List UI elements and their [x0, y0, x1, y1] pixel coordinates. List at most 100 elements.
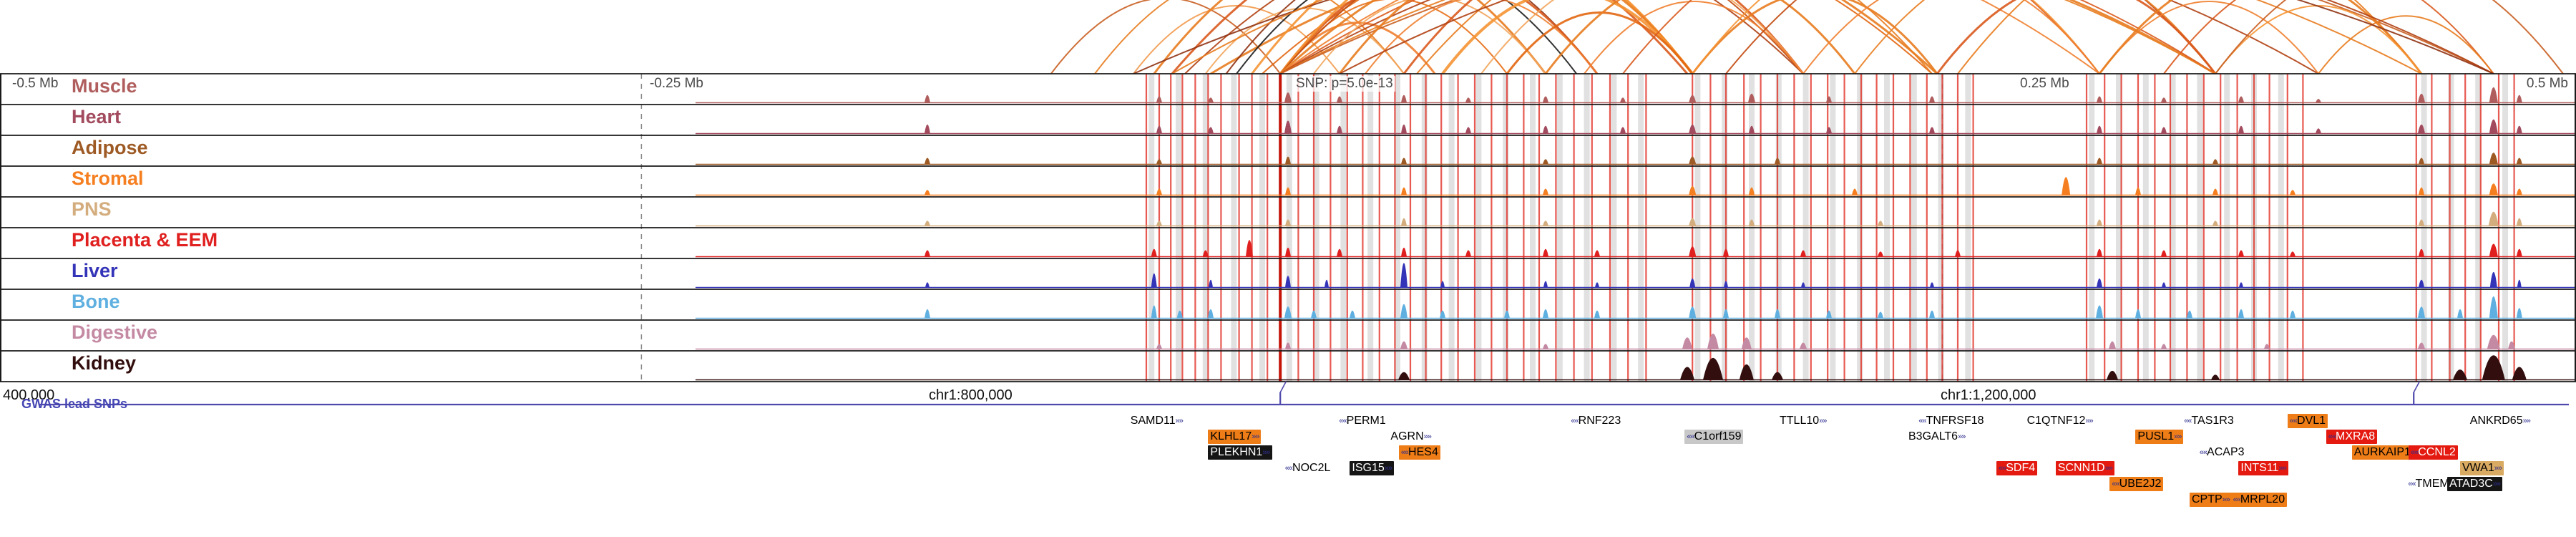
gene-name-text: PLEKHN1 — [1210, 446, 1263, 458]
gene-label-klhl17[interactable]: KLHL17»» — [1208, 430, 1262, 444]
interaction-arc — [2099, 1, 2319, 74]
gene-name-text: B3GALT6 — [1908, 430, 1958, 442]
gene-name-text: RNF223 — [1578, 415, 1621, 427]
strand-forward-arrows: »» — [2222, 495, 2230, 504]
track-label-kidney[interactable]: Kidney — [72, 352, 137, 374]
gwas-lead-snp-connector — [1279, 381, 1287, 393]
strand-reverse-arrows: «« — [2289, 417, 2298, 425]
interaction-arc — [1402, 0, 1805, 74]
interaction-arc — [1854, 0, 2216, 74]
gene-name-text: VWA1 — [2462, 462, 2494, 474]
interaction-arc — [1279, 0, 1694, 74]
strand-forward-arrows: »» — [2085, 417, 2093, 425]
gene-label-isg15[interactable]: ISG15»» — [1350, 461, 1394, 475]
gene-label-tnfrsf18[interactable]: ««TNFRSF18 — [1916, 414, 1986, 428]
strand-forward-arrows: »» — [2174, 432, 2182, 441]
track-label-adipose[interactable]: Adipose — [72, 137, 148, 158]
track-label-digestive[interactable]: Digestive — [72, 321, 158, 343]
strand-reverse-arrows: «« — [1339, 417, 1347, 425]
gene-label-ankrd65[interactable]: ANKRD65»» — [2468, 414, 2532, 428]
strand-forward-arrows: »» — [2492, 480, 2501, 488]
gene-label-rnf223[interactable]: ««RNF223 — [1568, 414, 1623, 428]
track-label-muscle[interactable]: Muscle — [72, 75, 137, 97]
strand-forward-arrows: »» — [1252, 432, 1259, 441]
gene-label-ube2j2[interactable]: ««UBE2J2 — [2109, 477, 2164, 491]
gene-label-vwa1[interactable]: VWA1»» — [2460, 461, 2504, 475]
track-signal-kidney — [1398, 355, 2527, 380]
interaction-arc — [2215, 5, 2422, 74]
strand-reverse-arrows: «« — [1918, 417, 1926, 425]
interaction-arc — [1584, 1, 1804, 74]
strand-reverse-arrows: «« — [1571, 417, 1579, 425]
gene-label-hes4[interactable]: ««HES4 — [1398, 445, 1440, 460]
gene-label-tas1r3[interactable]: ««TAS1R3 — [2182, 414, 2236, 428]
gene-name-text: ISG15 — [1352, 462, 1385, 474]
gene-label-sdf4[interactable]: ««SDF4 — [1996, 461, 2038, 475]
gene-name-text: TTLL10 — [1780, 415, 1820, 427]
track-label-bone[interactable]: Bone — [72, 291, 120, 312]
coordinate-label-quarter-left: -0.25 Mb — [648, 76, 706, 92]
track-label-placenta-eem[interactable]: Placenta & EEM — [72, 229, 218, 251]
gene-label-cptp[interactable]: CPTP»» — [2190, 493, 2232, 507]
interaction-arc — [1279, 0, 1938, 74]
gene-name-text: PUSL1 — [2137, 430, 2175, 442]
gene-name-text: ACAP3 — [2207, 446, 2245, 458]
gene-label-mxra8[interactable]: ««MXRA8 — [2326, 430, 2378, 444]
gene-name-text: TNFRSF18 — [1926, 415, 1984, 427]
interaction-arc — [1313, 0, 1546, 74]
interaction-arc — [1153, 0, 1547, 74]
interaction-arc — [1279, 0, 1599, 74]
interaction-arc — [1544, 0, 1856, 74]
gene-name-text: SAMD11 — [1130, 415, 1176, 427]
interaction-arc — [1441, 0, 1694, 74]
gene-label-ccnl2[interactable]: ««CCNL2 — [2409, 445, 2458, 460]
gene-label-acap3[interactable]: ««ACAP3 — [2197, 445, 2247, 460]
gene-label-perm1[interactable]: ««PERM1 — [1337, 414, 1387, 428]
gene-label-c1orf159[interactable]: ««C1orf159 — [1684, 430, 1744, 444]
gwas-lead-snps-label: GWAS lead SNPs — [21, 397, 128, 411]
gene-label-dvl1[interactable]: ««DVL1 — [2287, 414, 2328, 428]
strand-reverse-arrows: «« — [2199, 448, 2207, 457]
ruler-label-mid: chr1:800,000 — [929, 387, 1013, 403]
strand-reverse-arrows: «« — [1999, 464, 2006, 473]
gene-label-plekhn1[interactable]: PLEKHN1»» — [1208, 445, 1272, 460]
gene-label-agrn[interactable]: AGRN»» — [1388, 430, 1433, 444]
gene-name-text: PERM1 — [1346, 415, 1386, 427]
interaction-arc — [1133, 5, 1340, 74]
gene-label-scnn1d[interactable]: SCNN1D»» — [2055, 461, 2114, 475]
interaction-arc — [1205, 7, 1405, 74]
interaction-arc — [1050, 0, 1281, 74]
strand-reverse-arrows: «« — [2112, 480, 2119, 488]
strand-reverse-arrows: «« — [2408, 480, 2416, 488]
gene-name-text: DVL1 — [2297, 415, 2326, 427]
gene-name-text: MRPL20 — [2240, 493, 2285, 505]
strand-reverse-arrows: «« — [1284, 464, 1293, 473]
gene-label-ints11[interactable]: INTS11»» — [2238, 461, 2288, 475]
gene-label-ttll10[interactable]: TTLL10»» — [1777, 414, 1828, 428]
strand-forward-arrows: »» — [2278, 464, 2286, 473]
gene-name-text: INTS11 — [2240, 462, 2279, 474]
track-label-stromal[interactable]: Stromal — [72, 168, 144, 189]
strand-forward-arrows: »» — [1262, 448, 1270, 457]
strand-reverse-arrows: «« — [1687, 432, 1694, 441]
strand-reverse-arrows: «« — [2233, 495, 2241, 504]
gene-label-c1qtnf12[interactable]: C1QTNF12»» — [2025, 414, 2095, 428]
track-label-pns[interactable]: PNS — [72, 198, 112, 220]
strand-reverse-arrows: «« — [1400, 448, 1409, 457]
gene-label-samd11[interactable]: SAMD11»» — [1128, 414, 1185, 428]
gene-label-mrpl20[interactable]: ««MRPL20 — [2230, 493, 2288, 507]
strand-reverse-arrows: «« — [2184, 417, 2192, 425]
gene-name-text: ANKRD65 — [2469, 415, 2523, 427]
gwas-lead-snp-connector — [2413, 381, 2420, 393]
gene-label-b3galt6[interactable]: B3GALT6»» — [1906, 430, 1967, 444]
gene-name-text: AGRN — [1390, 430, 1424, 442]
track-label-liver[interactable]: Liver — [72, 260, 118, 281]
interaction-arc — [2215, 0, 2564, 74]
gene-name-text: SCNN1D — [2057, 462, 2105, 474]
gene-label-pusl1[interactable]: PUSL1»» — [2135, 430, 2184, 444]
gene-label-atad3c[interactable]: ATAD3C»» — [2447, 477, 2502, 491]
gene-label-noc2l[interactable]: ««NOC2L — [1283, 461, 1333, 475]
strand-forward-arrows: »» — [2522, 417, 2531, 425]
track-label-heart[interactable]: Heart — [72, 106, 122, 127]
